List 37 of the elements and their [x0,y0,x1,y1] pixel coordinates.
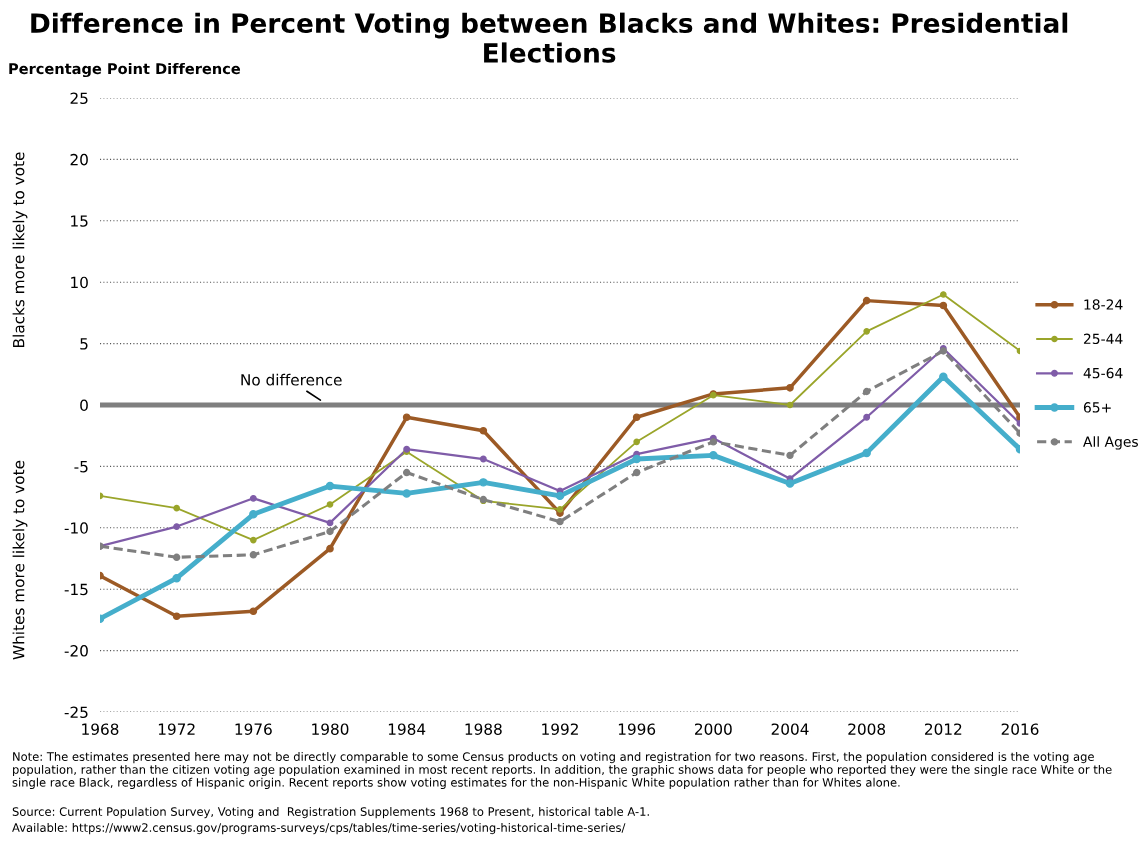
x-tick-label: 2004 [771,723,809,735]
x-tick-label: 2012 [925,723,962,735]
y-tick-label: -10 [64,522,88,534]
y-tick-label: 0 [80,399,88,412]
y-tick-label: -15 [64,583,88,596]
x-tick-label: 1992 [542,723,578,735]
x-tick-label: 1976 [235,723,272,735]
y-tick-label: 15 [71,215,88,227]
text: Note: The estimates presented here may not be directly comparable to some Census products on voting and registration for two reasons. First, the population considered is the voting age population, rather than the citizen voting age population examined in most recent reports. In addition, the graphic shows data for people who reported they were the single race White or the single race Black, regardless of Hispanic origin. Recent reports show voting estimates for the non-Hispanic White population rather than for Whites alone. [12,752,1112,789]
text: Blacks more likely to vote [12,152,28,347]
y-tick-label: 20 [70,153,88,166]
x-tick-label: 1984 [388,723,426,735]
y-tick-label: -25 [64,706,88,719]
source-note: Source: Current Population Survey, Voting and Registration Supplements 1968 to Present, historical table A-1. [12,807,649,819]
legend-label: 25-44 [1083,333,1123,345]
y-tick-label: 10 [71,276,88,289]
legend-label: 65+ [1083,402,1111,413]
text: Whites more likely to vote [12,460,28,660]
legend-label: 45-64 [1083,367,1123,379]
x-tick-label: 2016 [1001,723,1039,735]
y-tick-label: -5 [74,461,88,473]
y-tick-label: -20 [64,645,88,657]
text: Available: https://www2.census.gov/programs-surveys/cps/tables/time-series/voting-historical-time-series/ [12,823,626,835]
y-tick-label: 25 [70,92,88,105]
x-tick-label: 2008 [848,723,886,735]
legend-label: 18-24 [1084,299,1123,310]
x-tick-label: 1988 [465,723,502,735]
x-tick-label: 1968 [82,723,119,735]
ref-line-label: No difference [241,373,342,386]
legend-label: All Ages [1083,436,1138,450]
x-tick-label: 1996 [618,723,656,735]
x-tick-label: 1972 [158,723,195,735]
y-axis-title: Percentage Point Difference [9,62,241,78]
x-tick-label: 1980 [312,723,349,735]
x-tick-label: 2000 [695,723,732,735]
chart-title: Difference in Percent Voting between Blacks and Whites: Presidential Elections [31,12,1068,63]
y-tick-label: 5 [80,338,88,350]
